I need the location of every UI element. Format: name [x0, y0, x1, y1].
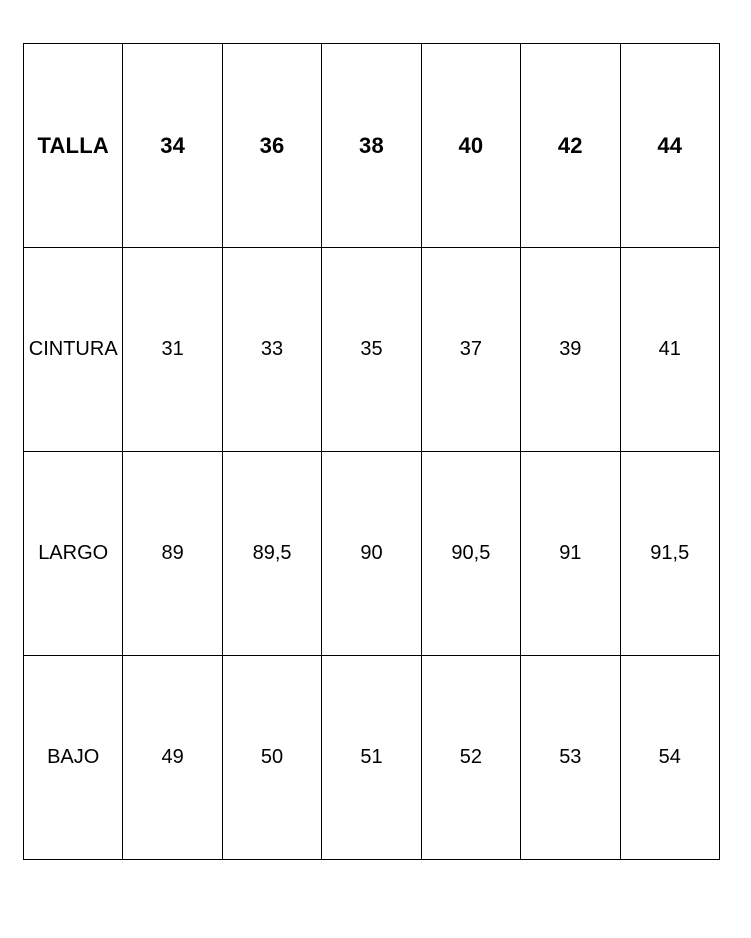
table-cell: 51 [321, 655, 422, 860]
header-cell-size-40: 40 [420, 43, 522, 248]
table-cell: 49 [122, 655, 223, 860]
header-cell-size-38: 38 [321, 43, 422, 248]
row-label-largo: LARGO [22, 451, 124, 656]
table-cell: 52 [420, 655, 522, 860]
header-cell-size-36: 36 [221, 43, 323, 248]
table-cell: 39 [520, 247, 621, 452]
header-cell-size-42: 42 [520, 43, 621, 248]
table-cell: 53 [520, 655, 621, 860]
table-cell: 90 [321, 451, 422, 656]
header-cell-size-44: 44 [619, 43, 721, 248]
header-cell-talla: TALLA [22, 43, 124, 248]
table-cell: 89,5 [221, 451, 323, 656]
table-cell: 54 [619, 655, 721, 860]
table-cell: 90,5 [420, 451, 522, 656]
table-cell: 91,5 [619, 451, 721, 656]
table-cell: 31 [122, 247, 223, 452]
table-cell: 41 [619, 247, 721, 452]
table-cell: 50 [221, 655, 323, 860]
table-cell: 35 [321, 247, 422, 452]
table-cell: 33 [221, 247, 323, 452]
table-cell: 91 [520, 451, 621, 656]
row-label-bajo: BAJO [22, 655, 124, 860]
table-row-largo: LARGO 89 89,5 90 90,5 91 91,5 [22, 451, 721, 656]
table-cell: 37 [420, 247, 522, 452]
table-row-bajo: BAJO 49 50 51 52 53 54 [22, 655, 721, 860]
table-header-row: TALLA 34 36 38 40 42 44 [22, 43, 721, 248]
size-chart-table: TALLA 34 36 38 40 42 44 CINTURA 31 33 35… [22, 43, 721, 860]
row-label-cintura: CINTURA [22, 247, 124, 452]
header-cell-size-34: 34 [122, 43, 223, 248]
table-cell: 89 [122, 451, 223, 656]
table-row-cintura: CINTURA 31 33 35 37 39 41 [22, 247, 721, 452]
